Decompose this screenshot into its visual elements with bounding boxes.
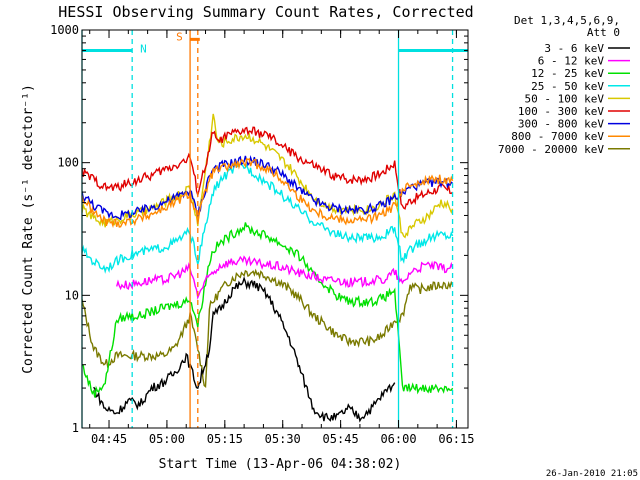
y-tick-label-1: 10 [65, 288, 79, 302]
flag-N-label: N [140, 43, 147, 56]
timestamp: 26-Jan-2010 21:05 [546, 469, 638, 479]
flag-S-label: S [176, 30, 183, 43]
x-tick-label-1: 05:00 [149, 432, 185, 446]
x-tick-label-5: 06:00 [380, 432, 416, 446]
series-line-4 [82, 162, 454, 274]
series-line-7 [82, 155, 453, 221]
x-tick-label-6: 06:15 [438, 432, 474, 446]
series-layer [82, 113, 454, 423]
x-axis-label: Start Time (13-Apr-06 04:38:02) [159, 457, 402, 472]
series-line-6 [82, 126, 454, 210]
legend-label-8: 7000 - 20000 keV [498, 143, 604, 156]
legend-label-0: 3 - 6 keV [544, 42, 604, 55]
y-axis-label: Corrected Count Rate (s⁻¹ detector⁻¹) [21, 84, 36, 374]
flags-layer: NS [81, 30, 468, 428]
legend-label-5: 100 - 300 keV [518, 105, 604, 118]
legend-label-2: 12 - 25 keV [531, 67, 604, 80]
axes-layer: 1 10 100 1000 04:45 05:00 05:15 05:30 05:45 06:00… [50, 23, 474, 446]
legend-header-1: Att 0 [587, 26, 620, 39]
x-tick-label-2: 05:15 [207, 432, 243, 446]
legend-label-4: 50 - 100 keV [525, 92, 605, 105]
legend-label-7: 800 - 7000 keV [511, 130, 604, 143]
x-tick-label-4: 05:45 [323, 432, 359, 446]
plot-frame [81, 29, 469, 429]
y-tick-label-3: 1000 [50, 23, 79, 37]
series-line-2 [82, 222, 454, 398]
legend-label-6: 300 - 800 keV [518, 118, 604, 131]
x-tick-label-0: 04:45 [91, 432, 127, 446]
y-tick-label-2: 100 [57, 156, 79, 170]
y-tick-label-0: 1 [72, 421, 79, 435]
series-line-3 [116, 255, 454, 300]
legend-header-0: Det 1,3,4,5,6,9, [514, 14, 620, 27]
x-tick-label-3: 05:30 [265, 432, 301, 446]
legend-label-3: 25 - 50 keV [531, 80, 604, 93]
series-line-0 [82, 268, 454, 389]
legend-label-1: 6 - 12 keV [538, 55, 605, 68]
chart-title: HESSI Observing Summary Count Rates, Cor… [58, 3, 473, 21]
series-line-8 [82, 157, 454, 229]
series-line-1 [93, 276, 396, 423]
